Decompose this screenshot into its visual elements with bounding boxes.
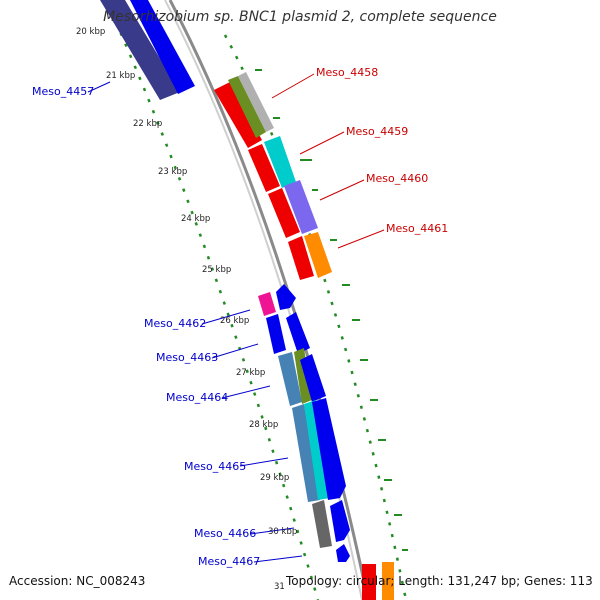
tick-30kbp: 30 kbp xyxy=(268,527,297,537)
topology-text: Topology: circular; Length: 131,247 bp; … xyxy=(286,574,593,588)
outer-gc-skew-ticks xyxy=(255,69,408,551)
gene-bottom-right-group[interactable] xyxy=(362,562,394,600)
tick-26kbp: 26 kbp xyxy=(220,316,249,326)
tick-23kbp: 23 kbp xyxy=(158,167,187,177)
label-meso-4467: Meso_4467 xyxy=(198,555,260,568)
tick-24kbp: 24 kbp xyxy=(181,214,210,224)
gene-meso-4467[interactable] xyxy=(336,544,350,562)
label-meso-4457: Meso_4457 xyxy=(32,85,94,98)
tick-20kbp: 20 kbp xyxy=(76,27,105,37)
gene-meso-4461[interactable] xyxy=(288,232,332,280)
label-meso-4458: Meso_4458 xyxy=(316,66,378,79)
tick-28kbp: 28 kbp xyxy=(249,420,278,430)
label-meso-4464: Meso_4464 xyxy=(166,391,228,404)
gene-labels: Meso_4457 Meso_4458 Meso_4459 Meso_4460 … xyxy=(32,66,448,568)
backbone-ring-outer xyxy=(168,0,370,600)
gene-meso-4464[interactable] xyxy=(278,348,326,406)
map-title: Mesorhizobium sp. BNC1 plasmid 2, comple… xyxy=(103,9,497,25)
tick-22kbp: 22 kbp xyxy=(133,119,162,129)
tick-25kbp: 25 kbp xyxy=(202,265,231,275)
gene-meso-4460[interactable] xyxy=(268,180,318,238)
label-meso-4463: Meso_4463 xyxy=(156,351,218,364)
label-meso-4466: Meso_4466 xyxy=(194,527,256,540)
tick-29kbp: 29 kbp xyxy=(260,473,289,483)
leader-lines xyxy=(87,73,385,563)
label-meso-4462: Meso_4462 xyxy=(144,317,206,330)
gene-meso-4466[interactable] xyxy=(312,500,350,548)
label-meso-4460: Meso_4460 xyxy=(366,172,428,185)
tick-31: 31 xyxy=(274,582,285,592)
outer-gc-track-dotted xyxy=(223,34,408,600)
label-meso-4461: Meso_4461 xyxy=(386,222,448,235)
tick-21kbp: 21 kbp xyxy=(106,71,135,81)
accession-text: Accession: NC_008243 xyxy=(9,574,146,588)
gene-meso-4458[interactable] xyxy=(214,72,274,148)
gene-meso-4462[interactable] xyxy=(258,284,296,316)
backbone-ring-inner xyxy=(164,0,363,600)
inner-gc-track-dotted xyxy=(104,0,320,600)
gene-meso-4463[interactable] xyxy=(266,312,310,354)
tick-27kbp: 27 kbp xyxy=(236,368,265,378)
label-meso-4465: Meso_4465 xyxy=(184,460,246,473)
gene-meso-4457[interactable] xyxy=(100,0,195,100)
gene-meso-4465[interactable] xyxy=(292,398,346,502)
ruler-labels: 20 kbp 21 kbp 22 kbp 23 kbp 24 kbp 25 kb… xyxy=(76,27,297,592)
gene-meso-4459[interactable] xyxy=(248,136,296,192)
label-meso-4459: Meso_4459 xyxy=(346,125,408,138)
